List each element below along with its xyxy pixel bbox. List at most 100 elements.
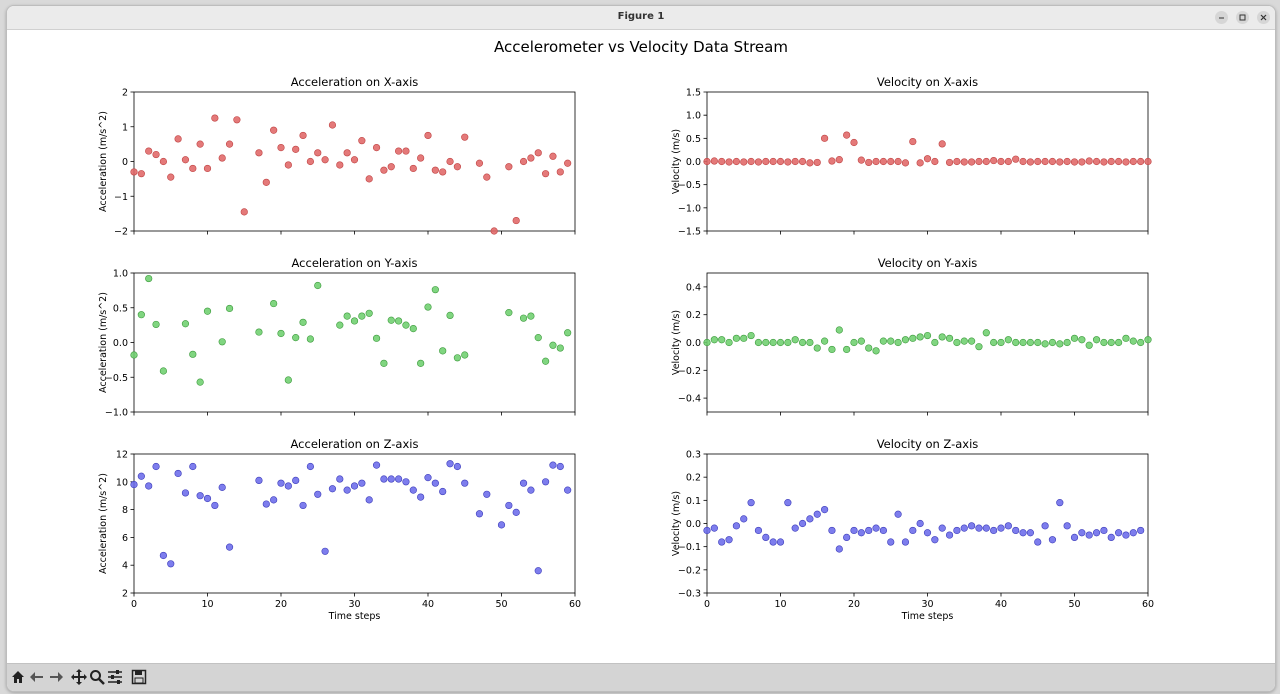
- data-point: [938, 524, 946, 532]
- data-point: [718, 538, 726, 546]
- data-point: [1048, 536, 1057, 544]
- zoom-button[interactable]: [88, 668, 106, 686]
- back-button[interactable]: [28, 668, 46, 686]
- data-point: [901, 159, 910, 167]
- data-point: [350, 156, 359, 164]
- data-point: [218, 483, 226, 491]
- window-title: Figure 1: [617, 11, 665, 22]
- data-point: [130, 480, 138, 489]
- data-point: [754, 526, 763, 535]
- maximize-button[interactable]: [1236, 11, 1249, 24]
- close-icon: [1260, 14, 1267, 21]
- y-tick-label: −0.1: [678, 542, 701, 553]
- data-point: [960, 158, 968, 166]
- x-tick-label: 10: [774, 599, 786, 610]
- data-point: [218, 154, 226, 162]
- data-point: [1004, 157, 1012, 166]
- data-point: [931, 157, 939, 166]
- data-point: [461, 479, 469, 487]
- data-point: [225, 543, 234, 551]
- save-button[interactable]: [130, 668, 148, 686]
- data-point: [277, 143, 285, 152]
- y-axis-label: Acceleration (m/s^2): [98, 111, 109, 212]
- figure-window: Figure 1 Accelerometer vs Velocity Data …: [6, 5, 1276, 692]
- data-point: [284, 376, 292, 384]
- data-point: [159, 367, 167, 375]
- data-point: [791, 524, 799, 532]
- data-point: [1041, 340, 1049, 348]
- data-point: [784, 158, 792, 166]
- configure-subplots-button[interactable]: [106, 668, 124, 686]
- data-point: [732, 522, 741, 530]
- data-point: [387, 316, 395, 324]
- home-button[interactable]: [9, 668, 27, 686]
- pan-button[interactable]: [70, 668, 88, 686]
- minimize-button[interactable]: [1215, 11, 1228, 24]
- y-tick-label: 8: [122, 505, 128, 516]
- data-point: [813, 158, 821, 167]
- data-point: [769, 538, 777, 546]
- data-point: [203, 164, 212, 173]
- data-point: [703, 526, 711, 535]
- y-tick-label: 6: [122, 533, 128, 544]
- data-point: [527, 486, 535, 494]
- data-point: [328, 121, 337, 129]
- data-point: [1114, 157, 1123, 166]
- forward-button[interactable]: [47, 668, 65, 686]
- y-tick-label: 0.2: [686, 473, 701, 484]
- data-point: [791, 157, 799, 166]
- y-tick-label: 0.4: [686, 282, 701, 293]
- data-point: [255, 328, 263, 336]
- data-point: [1085, 531, 1093, 539]
- y-tick-label: −0.5: [678, 180, 701, 191]
- data-point: [292, 476, 300, 485]
- data-point: [1034, 157, 1042, 166]
- data-point: [505, 309, 513, 317]
- data-point: [916, 159, 924, 167]
- data-point: [1063, 157, 1071, 166]
- y-axis-label: Velocity (m/s): [671, 491, 682, 556]
- data-point: [909, 137, 917, 146]
- y-tick-label: −1.5: [678, 227, 701, 238]
- data-point: [945, 334, 954, 342]
- data-point: [1063, 338, 1071, 347]
- data-point: [475, 510, 484, 518]
- data-point: [857, 156, 865, 164]
- data-point: [850, 526, 858, 535]
- configure-subplots-icon: [108, 670, 122, 684]
- data-point: [358, 479, 366, 487]
- forward-arrow-icon: [50, 672, 63, 682]
- y-tick-label: 0.0: [686, 338, 701, 349]
- data-point: [409, 164, 417, 173]
- data-point: [483, 490, 491, 498]
- data-point: [1078, 158, 1086, 166]
- title-bar[interactable]: Figure 1: [7, 6, 1275, 30]
- x-axis-label: Time steps: [328, 611, 381, 622]
- data-point: [820, 134, 829, 142]
- data-point: [277, 479, 285, 487]
- data-point: [1056, 158, 1064, 166]
- y-tick-label: −1: [114, 192, 128, 203]
- data-point: [843, 131, 851, 139]
- data-point: [747, 331, 755, 340]
- subplot-title: Velocity on Y-axis: [878, 256, 978, 270]
- data-point: [776, 157, 785, 166]
- data-point: [732, 157, 741, 166]
- y-tick-label: 1: [122, 122, 128, 133]
- data-point: [519, 157, 528, 166]
- data-point: [534, 334, 542, 342]
- data-point: [1100, 338, 1108, 347]
- data-point: [314, 490, 322, 498]
- data-point: [336, 321, 344, 329]
- data-point: [556, 168, 564, 176]
- data-point: [159, 157, 167, 166]
- data-point: [196, 378, 204, 386]
- data-point: [784, 499, 792, 507]
- data-point: [1019, 529, 1027, 537]
- figure-canvas[interactable]: Accelerometer vs Velocity Data Stream Ac…: [7, 30, 1275, 662]
- data-point: [453, 163, 462, 171]
- data-points: [130, 114, 572, 235]
- data-point: [990, 156, 998, 165]
- data-point: [1034, 538, 1042, 546]
- close-button[interactable]: [1257, 11, 1270, 24]
